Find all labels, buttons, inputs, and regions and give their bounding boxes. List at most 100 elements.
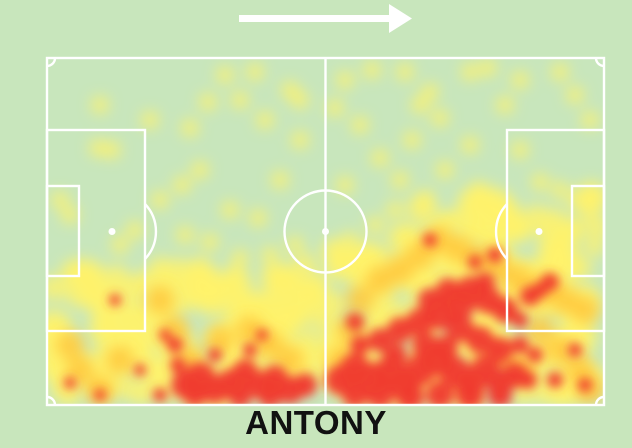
heat-blob bbox=[546, 336, 574, 364]
heat-blob bbox=[462, 195, 492, 225]
heat-blob bbox=[246, 63, 264, 81]
heat-blob bbox=[479, 59, 497, 77]
heat-blob bbox=[51, 191, 69, 209]
left-penalty-spot bbox=[108, 228, 116, 235]
heat-blob bbox=[426, 381, 454, 405]
heat-blob bbox=[336, 71, 354, 89]
heat-blob bbox=[485, 187, 507, 209]
heat-blob bbox=[346, 313, 364, 331]
player-name: ANTONY bbox=[245, 404, 387, 441]
heat-blob bbox=[109, 294, 121, 306]
heat-blob bbox=[466, 326, 494, 354]
heat-blob bbox=[47, 275, 66, 301]
heat-blob bbox=[475, 272, 495, 292]
right-penalty-arc bbox=[494, 203, 508, 260]
corner-arc-bottom-left bbox=[46, 395, 57, 406]
heat-blob bbox=[578, 378, 592, 392]
heat-blob bbox=[66, 356, 94, 384]
heat-blob bbox=[436, 278, 460, 302]
heat-blob bbox=[91, 96, 109, 114]
heat-blob bbox=[291, 91, 309, 109]
heat-blob bbox=[146, 286, 174, 314]
heat-blob bbox=[103, 141, 121, 159]
heat-blob bbox=[176, 226, 194, 244]
heat-blob bbox=[492, 297, 518, 323]
left-penalty-arc bbox=[144, 203, 158, 260]
heat-blob bbox=[181, 119, 199, 137]
corner-arc-bottom-right bbox=[594, 395, 605, 406]
heat-blob bbox=[391, 171, 409, 189]
heat-blob bbox=[223, 264, 247, 288]
centre-spot bbox=[322, 228, 329, 235]
heat-blob bbox=[111, 236, 129, 254]
heat-blob bbox=[524, 204, 549, 229]
heat-blob bbox=[531, 173, 549, 191]
heat-blob bbox=[342, 382, 368, 405]
heat-blob bbox=[170, 357, 186, 373]
heat-blob bbox=[551, 63, 569, 81]
heat-blob bbox=[231, 91, 249, 109]
centre-circle bbox=[283, 189, 368, 274]
heat-blob bbox=[366, 216, 384, 234]
heat-blob bbox=[159, 329, 171, 341]
heat-blob bbox=[256, 329, 268, 341]
heat-blob bbox=[261, 246, 279, 264]
heat-blob bbox=[580, 184, 604, 212]
heat-blob bbox=[92, 323, 117, 348]
heat-blob bbox=[106, 346, 134, 374]
heat-blob bbox=[276, 346, 304, 374]
heat-blob bbox=[286, 236, 304, 254]
heat-blob bbox=[431, 109, 449, 127]
heat-blob bbox=[383, 343, 407, 367]
heat-blob bbox=[290, 289, 324, 323]
heat-blob bbox=[47, 355, 74, 386]
heat-blob bbox=[258, 384, 282, 405]
right-penalty-spot bbox=[535, 228, 543, 235]
heat-blob bbox=[512, 312, 528, 328]
heat-blob bbox=[565, 218, 585, 238]
heat-blob bbox=[221, 201, 239, 219]
heat-blob bbox=[488, 384, 512, 405]
heat-blob bbox=[584, 236, 604, 257]
heat-blob bbox=[481, 219, 504, 242]
heat-blob bbox=[56, 331, 84, 359]
heat-blob bbox=[363, 61, 381, 79]
heatmap-layer bbox=[47, 59, 604, 405]
heat-blob bbox=[549, 227, 573, 251]
heat-blob bbox=[468, 255, 482, 269]
heat-blob bbox=[423, 233, 437, 247]
heat-blob bbox=[256, 111, 274, 129]
heat-blob bbox=[519, 371, 537, 389]
heat-blob bbox=[571, 296, 599, 324]
heat-blob bbox=[527, 347, 543, 363]
heat-blob bbox=[191, 161, 209, 179]
heat-blob bbox=[504, 215, 532, 243]
corner-arc-top-left bbox=[46, 57, 57, 68]
heat-blob bbox=[496, 96, 514, 114]
corner-arc-top-right bbox=[594, 57, 605, 68]
heat-blob bbox=[216, 66, 234, 84]
heat-blob bbox=[368, 328, 392, 352]
heat-blob bbox=[64, 377, 76, 389]
heat-blob bbox=[544, 208, 566, 230]
heat-blob bbox=[336, 176, 354, 194]
heat-blob bbox=[61, 206, 79, 224]
heat-blob bbox=[386, 256, 414, 284]
heat-blob bbox=[436, 161, 454, 179]
heat-blob bbox=[320, 290, 348, 319]
heat-blob bbox=[271, 171, 289, 189]
heat-blob bbox=[432, 335, 458, 361]
heat-blob bbox=[585, 215, 604, 240]
heat-blob bbox=[56, 381, 81, 405]
heat-blob bbox=[487, 247, 503, 263]
heat-blob bbox=[366, 381, 394, 405]
heat-blob bbox=[206, 326, 234, 354]
pitch-spots bbox=[108, 228, 543, 235]
heat-blob bbox=[403, 131, 421, 149]
heat-blob bbox=[126, 221, 144, 239]
heat-blob bbox=[94, 389, 106, 401]
heat-blob bbox=[411, 96, 429, 114]
heat-blob bbox=[511, 141, 529, 159]
heat-blob bbox=[396, 63, 414, 81]
heat-blob bbox=[141, 111, 159, 129]
